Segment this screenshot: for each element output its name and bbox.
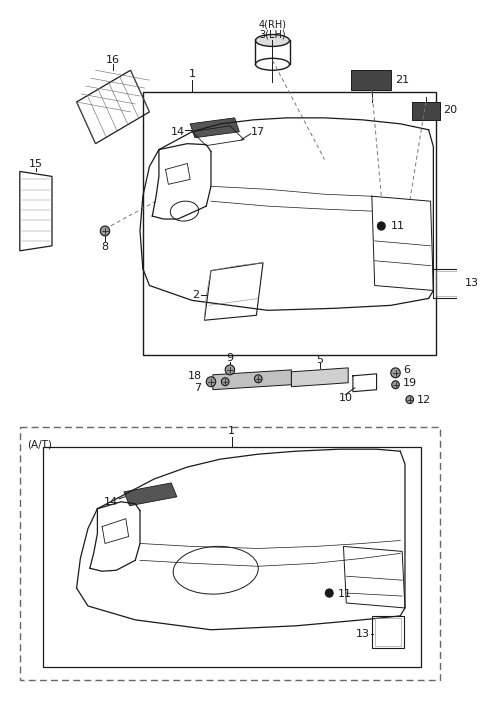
Bar — [372, 616, 404, 648]
Polygon shape — [124, 483, 177, 505]
Bar — [433, 268, 462, 299]
Polygon shape — [190, 118, 240, 137]
Text: (A/T): (A/T) — [27, 440, 52, 449]
Circle shape — [225, 365, 235, 375]
Text: 20: 20 — [443, 105, 457, 115]
Text: 10: 10 — [338, 393, 352, 402]
Circle shape — [206, 377, 216, 387]
Bar — [143, 92, 436, 355]
Text: 17: 17 — [251, 127, 265, 137]
Ellipse shape — [255, 34, 289, 46]
Circle shape — [325, 589, 333, 597]
Polygon shape — [213, 370, 291, 390]
Text: 11: 11 — [391, 221, 405, 231]
Text: 1: 1 — [189, 69, 195, 79]
Text: 21: 21 — [396, 75, 409, 85]
Circle shape — [254, 375, 262, 383]
Text: 15: 15 — [29, 160, 43, 170]
Circle shape — [392, 381, 399, 388]
Circle shape — [378, 222, 385, 230]
Text: 14: 14 — [104, 497, 118, 507]
Text: 13: 13 — [465, 278, 479, 287]
Polygon shape — [291, 368, 348, 387]
Polygon shape — [411, 102, 440, 120]
Text: 4(RH): 4(RH) — [259, 20, 287, 29]
Circle shape — [406, 395, 413, 404]
Text: 16: 16 — [106, 55, 120, 65]
Text: 8: 8 — [101, 242, 108, 252]
Text: 19: 19 — [403, 378, 417, 388]
Circle shape — [391, 368, 400, 378]
Text: 12: 12 — [417, 395, 432, 404]
Text: 2: 2 — [192, 290, 200, 301]
Text: 6: 6 — [403, 365, 410, 375]
Text: 7: 7 — [194, 383, 202, 393]
Text: 5: 5 — [316, 355, 324, 365]
Bar — [20, 428, 440, 681]
Polygon shape — [351, 70, 391, 90]
Text: 18: 18 — [187, 371, 202, 381]
Text: 9: 9 — [227, 353, 233, 363]
Text: 14: 14 — [170, 127, 184, 137]
Bar — [43, 447, 421, 667]
Text: 13: 13 — [356, 629, 370, 639]
Text: 11: 11 — [338, 589, 352, 599]
Text: 1: 1 — [228, 426, 235, 436]
Circle shape — [221, 378, 229, 386]
Text: 3(LH): 3(LH) — [259, 29, 286, 39]
Circle shape — [100, 226, 110, 236]
